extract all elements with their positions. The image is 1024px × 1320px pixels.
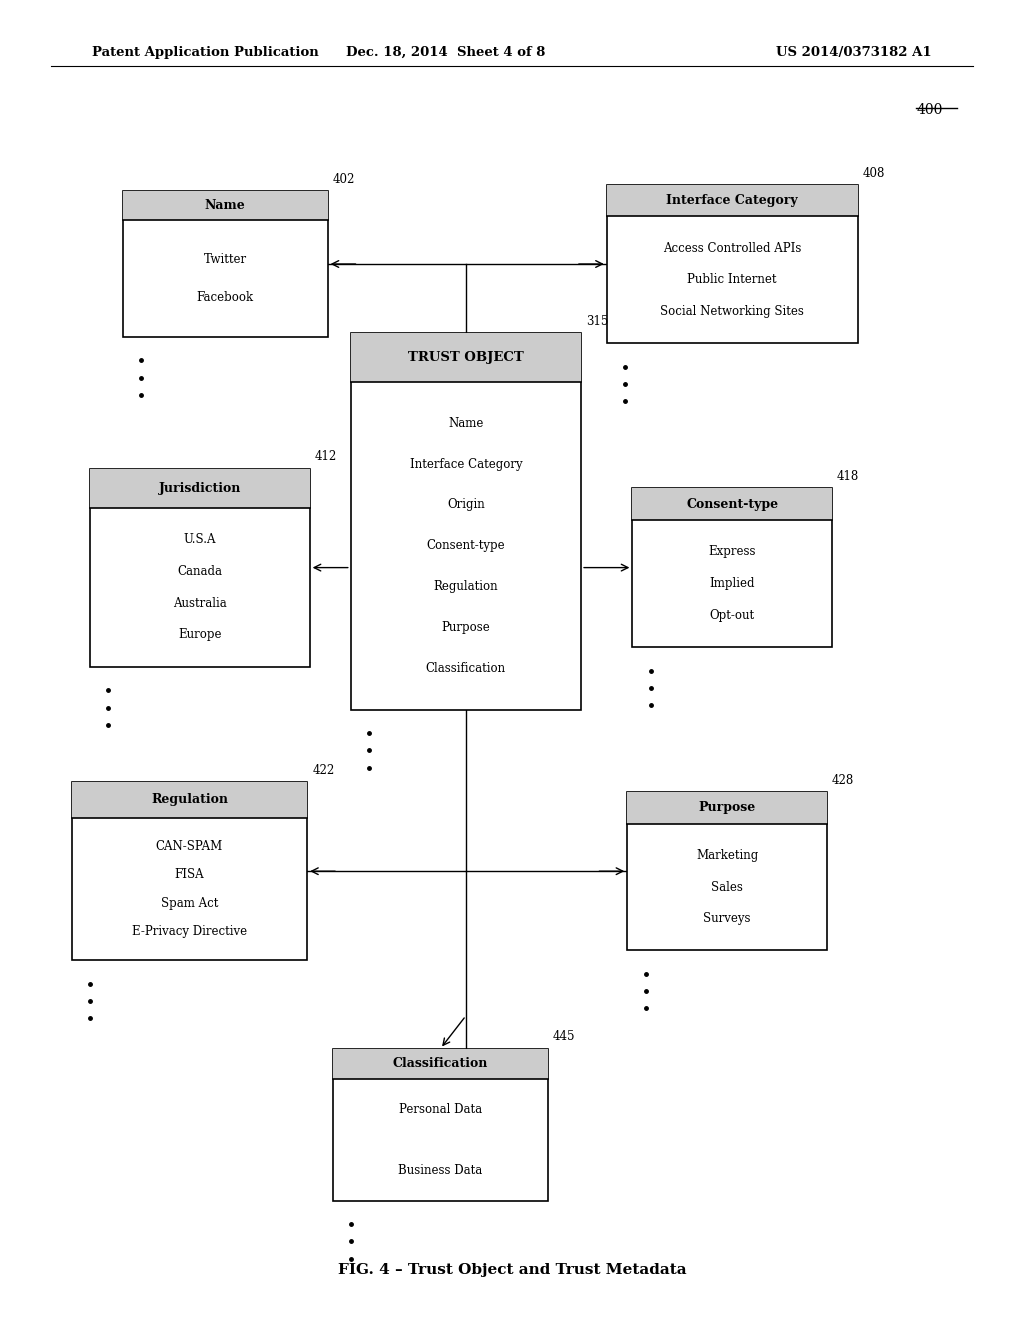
Text: Dec. 18, 2014  Sheet 4 of 8: Dec. 18, 2014 Sheet 4 of 8 (346, 46, 545, 59)
Text: Purpose: Purpose (698, 801, 756, 814)
Text: 315: 315 (586, 315, 608, 327)
Bar (350, 333, 582, 710)
Bar (90, 469, 309, 667)
Bar (90, 469, 309, 508)
Text: Facebook: Facebook (197, 292, 254, 305)
Text: Name: Name (205, 199, 246, 213)
Text: Classification: Classification (426, 663, 506, 675)
Text: Implied: Implied (710, 577, 755, 590)
Bar (606, 185, 858, 343)
Bar (123, 191, 328, 220)
Text: Surveys: Surveys (703, 912, 751, 925)
Bar (72, 781, 307, 961)
Text: Origin: Origin (447, 499, 484, 511)
Text: U.S.A: U.S.A (183, 533, 216, 546)
Text: FIG. 4 – Trust Object and Trust Metadata: FIG. 4 – Trust Object and Trust Metadata (338, 1263, 686, 1276)
Text: Sales: Sales (711, 880, 743, 894)
Text: Access Controlled APIs: Access Controlled APIs (663, 242, 802, 255)
Text: US 2014/0373182 A1: US 2014/0373182 A1 (776, 46, 932, 59)
Text: 402: 402 (333, 173, 355, 186)
Text: Regulation: Regulation (151, 793, 228, 807)
Bar (123, 191, 328, 337)
Bar (627, 792, 826, 824)
Text: Regulation: Regulation (433, 581, 499, 593)
Bar (333, 1048, 548, 1080)
Text: Jurisdiction: Jurisdiction (159, 482, 241, 495)
Text: Opt-out: Opt-out (710, 609, 755, 622)
Text: Express: Express (709, 545, 756, 558)
Text: 400: 400 (916, 103, 943, 117)
Bar (72, 781, 307, 817)
Text: Marketing: Marketing (696, 849, 758, 862)
Text: 445: 445 (553, 1031, 575, 1043)
Text: Consent-type: Consent-type (686, 498, 778, 511)
Bar (632, 488, 831, 647)
Text: Classification: Classification (392, 1057, 488, 1071)
Text: 422: 422 (312, 764, 335, 776)
Text: Business Data: Business Data (398, 1164, 482, 1176)
Text: Interface Category: Interface Category (667, 194, 798, 207)
Text: 408: 408 (862, 166, 885, 180)
Bar (333, 1048, 548, 1201)
Text: Public Internet: Public Internet (687, 273, 777, 286)
Bar (606, 185, 858, 216)
Text: Consent-type: Consent-type (427, 540, 505, 552)
Text: Interface Category: Interface Category (410, 458, 522, 470)
Text: FISA: FISA (175, 869, 204, 882)
Text: Spam Act: Spam Act (161, 896, 218, 909)
Bar (350, 333, 582, 383)
Text: Personal Data: Personal Data (398, 1104, 482, 1115)
Text: Australia: Australia (173, 597, 226, 610)
Text: Social Networking Sites: Social Networking Sites (660, 305, 804, 318)
Text: E-Privacy Directive: E-Privacy Directive (132, 925, 247, 939)
Text: CAN-SPAM: CAN-SPAM (156, 840, 223, 853)
Bar (632, 488, 831, 520)
Text: 412: 412 (315, 450, 337, 463)
Text: Patent Application Publication: Patent Application Publication (92, 46, 318, 59)
Text: TRUST OBJECT: TRUST OBJECT (408, 351, 524, 364)
Text: 428: 428 (831, 774, 854, 787)
Text: Name: Name (449, 417, 483, 429)
Text: Twitter: Twitter (204, 252, 247, 265)
Text: Europe: Europe (178, 628, 221, 642)
Text: Purpose: Purpose (441, 622, 490, 634)
Text: Canada: Canada (177, 565, 222, 578)
Bar (627, 792, 826, 950)
Text: 418: 418 (838, 470, 859, 483)
